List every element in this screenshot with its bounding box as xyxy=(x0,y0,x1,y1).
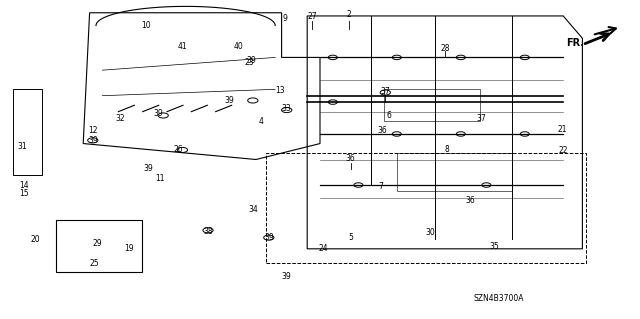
Text: 22: 22 xyxy=(559,146,568,155)
Text: 30: 30 xyxy=(425,228,435,237)
Text: 36: 36 xyxy=(346,154,356,163)
Text: 12: 12 xyxy=(88,126,97,135)
Text: 24: 24 xyxy=(318,244,328,253)
Text: 11: 11 xyxy=(156,174,164,183)
Text: 39: 39 xyxy=(143,164,154,173)
Text: SZN4B3700A: SZN4B3700A xyxy=(474,294,524,303)
Circle shape xyxy=(520,132,529,136)
Text: 26: 26 xyxy=(173,145,183,154)
Text: 39: 39 xyxy=(246,56,256,65)
Text: 40: 40 xyxy=(233,42,243,51)
Text: 7: 7 xyxy=(378,182,383,191)
Text: 28: 28 xyxy=(440,44,449,53)
Text: 10: 10 xyxy=(141,21,151,30)
Text: 9: 9 xyxy=(282,14,287,23)
Text: 36: 36 xyxy=(465,197,476,205)
Text: 35: 35 xyxy=(489,242,499,251)
Text: 39: 39 xyxy=(154,109,164,118)
Text: 41: 41 xyxy=(177,42,188,51)
Circle shape xyxy=(456,132,465,136)
Text: 36: 36 xyxy=(378,126,388,135)
Text: 39: 39 xyxy=(264,233,274,242)
Text: 37: 37 xyxy=(476,114,486,123)
Text: FR.: FR. xyxy=(566,38,584,48)
Circle shape xyxy=(482,183,491,187)
Text: 31: 31 xyxy=(17,142,28,151)
Text: 39: 39 xyxy=(282,272,292,281)
Text: 32: 32 xyxy=(115,114,125,123)
Circle shape xyxy=(328,55,337,60)
Text: 4: 4 xyxy=(259,117,264,126)
Text: 19: 19 xyxy=(124,244,134,253)
Circle shape xyxy=(520,55,529,60)
Text: 25: 25 xyxy=(90,259,100,268)
Circle shape xyxy=(456,55,465,60)
Text: 14: 14 xyxy=(19,181,29,190)
Circle shape xyxy=(392,55,401,60)
Text: 2: 2 xyxy=(346,10,351,19)
Text: 5: 5 xyxy=(348,233,353,242)
Text: 23: 23 xyxy=(244,58,255,67)
Text: 37: 37 xyxy=(380,87,390,96)
Text: 39: 39 xyxy=(88,136,98,145)
Text: 29: 29 xyxy=(92,239,102,248)
Text: 21: 21 xyxy=(557,125,566,134)
Circle shape xyxy=(328,100,337,104)
Text: 20: 20 xyxy=(30,235,40,244)
Text: 27: 27 xyxy=(307,12,317,21)
Text: 33: 33 xyxy=(282,104,292,113)
Circle shape xyxy=(354,183,363,187)
Text: 15: 15 xyxy=(19,189,29,198)
Text: 13: 13 xyxy=(275,86,285,95)
Text: 8: 8 xyxy=(444,145,449,154)
Circle shape xyxy=(392,132,401,136)
Bar xyxy=(266,153,586,263)
Text: 39: 39 xyxy=(224,96,234,105)
Text: 34: 34 xyxy=(248,205,258,214)
Text: 38: 38 xyxy=(203,227,213,236)
Text: 6: 6 xyxy=(387,111,392,120)
